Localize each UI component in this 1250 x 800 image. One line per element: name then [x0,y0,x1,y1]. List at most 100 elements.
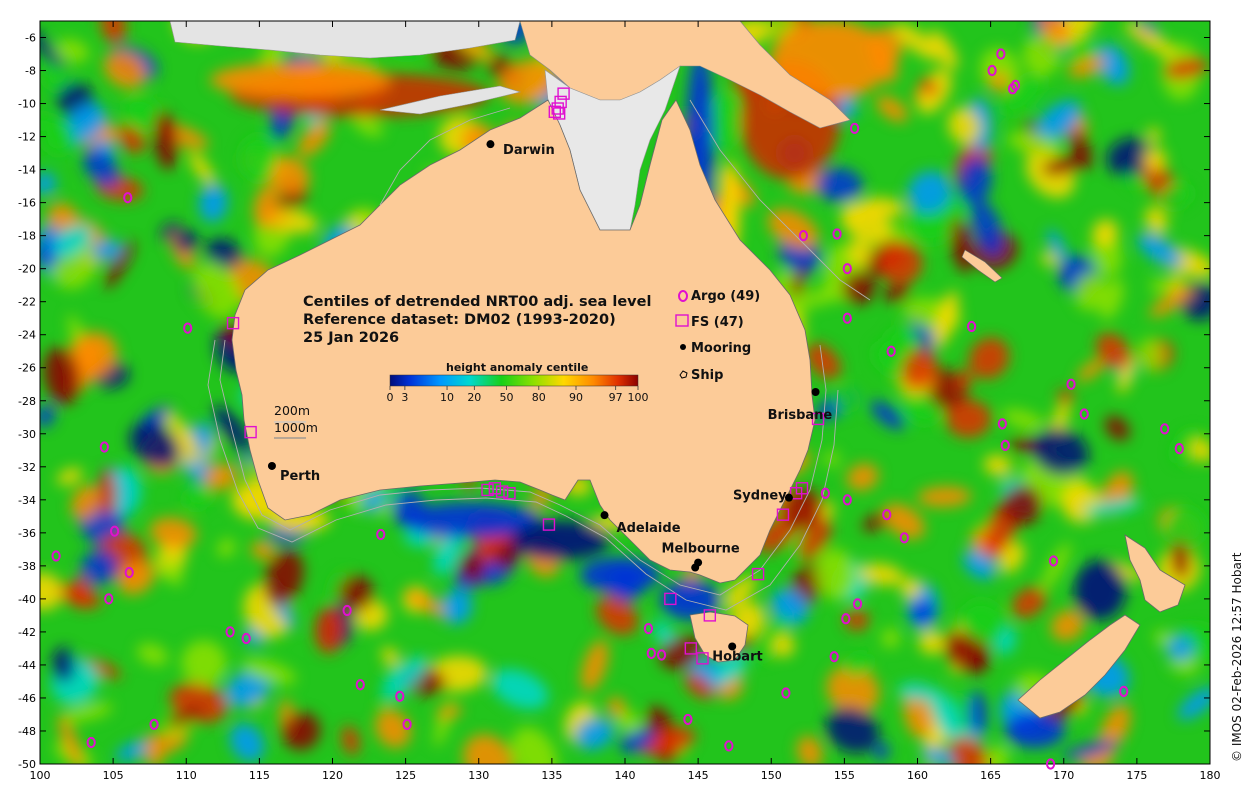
x-tick-label: 105 [103,769,124,782]
y-tick-label: -40 [18,593,36,606]
argo-marker [1048,555,1059,567]
x-tick-label: 130 [468,769,489,782]
y-tick-label: -14 [18,164,36,177]
y-tick-label: -32 [18,461,36,474]
colorbar-tick-label: 50 [500,391,514,404]
fs-marker [795,482,809,495]
mooring-legend-icon [680,344,686,350]
argo-marker [1119,685,1129,697]
mooring-markers [267,140,820,651]
x-tick-label: 110 [176,769,197,782]
y-tick-label: -16 [18,197,36,210]
city-label-darwin: Darwin [503,143,555,158]
axis-ticks: 100 105 110 115 120 125 130 135 140 145 150 155 160 1… [18,21,1221,782]
y-tick-label: -28 [18,395,36,408]
australia-land [231,99,816,584]
y-tick-label: -8 [25,65,36,78]
x-tick-label: 160 [907,769,928,782]
argo-marker [1160,423,1170,435]
fs-marker [684,642,698,655]
fs-marker [503,487,516,500]
marker-legend: Argo (49) FS (47) Mooring Ship [675,289,760,383]
mooring-marker [691,563,700,572]
city-label-adelaide: Adelaide [617,521,681,536]
mooring-marker [728,642,737,651]
title-line-2: Reference dataset: DM02 (1993-2020) [303,312,616,328]
land-masses [169,21,1186,719]
y-tick-label: -6 [25,32,36,45]
mooring-marker [486,140,495,149]
argo-marker [241,632,251,645]
colorbar-tick-label: 100 [628,391,649,404]
y-tick-label: -18 [18,230,36,243]
title-line-1: Centiles of detrended NRT00 adj. sea lev… [303,294,651,310]
y-tick-label: -38 [18,560,36,573]
argo-marker [987,64,997,77]
argo-marker [1066,378,1076,390]
fs-marker [481,483,494,497]
y-tick-label: -44 [18,659,36,672]
argo-marker [820,487,830,499]
mooring-marker [811,388,820,397]
y-tick-label: -46 [18,692,36,705]
argo-marker [832,228,842,240]
x-tick-label: 170 [1053,769,1074,782]
colorbar-tick-label: 80 [532,391,546,404]
new-caledonia-land [961,249,1003,283]
contour-legend: 200m 1000m [274,403,318,439]
imos-credit: © IMOS 02-Feb-2026 12:57 Hobart [1230,552,1244,762]
argo-marker [850,122,860,134]
argo-marker [996,48,1006,60]
argo-marker [899,532,909,544]
argo-marker [829,651,839,663]
argo-marker [402,718,412,730]
x-tick-label: 135 [541,769,562,782]
argo-marker [1079,408,1089,420]
x-tick-label: 180 [1200,769,1221,782]
argo-legend-icon [678,290,688,302]
x-tick-label: 175 [1126,769,1147,782]
argo-marker [342,604,352,617]
contour-label-1000m: 1000m [274,420,318,435]
x-tick-label: 165 [980,769,1001,782]
fs-marker [226,316,240,330]
argo-marker [123,192,133,204]
argo-marker [646,647,656,659]
fs-marker [542,518,556,531]
argo-marker [656,649,667,661]
y-tick-label: -34 [18,494,36,507]
argo-marker [1045,758,1056,770]
timor-land [379,85,522,115]
x-tick-label: 115 [249,769,270,782]
y-tick-label: -48 [18,725,36,738]
fs-marker [495,485,509,498]
argo-marker [355,679,365,691]
colorbar-ramp [389,374,639,387]
argo-marker [1007,83,1018,95]
argo-marker [183,322,193,334]
fs-marker [703,609,717,622]
fs-marker [244,425,257,439]
y-tick-label: -36 [18,527,36,540]
city-label-sydney: Sydney [733,489,787,504]
legend-ship: Ship [691,368,723,383]
argo-marker [109,525,120,537]
argo-marker [1000,439,1010,451]
argo-marker [683,713,693,726]
colorbar: height anomaly centile 0 3 10 20 50 80 90 97 100 [387,361,649,404]
fs-marker [696,652,709,665]
fs-marker [751,567,765,581]
mooring-marker [600,511,609,520]
city-label-perth: Perth [280,469,320,484]
y-tick-label: -26 [18,362,36,375]
y-tick-label: -30 [18,428,36,441]
argo-marker [841,613,851,625]
fs-markers [226,87,825,665]
argo-marker [86,736,96,749]
city-label-brisbane: Brisbane [768,408,833,423]
colorbar-tick-label: 3 [401,391,408,404]
colorbar-tick-label: 97 [609,391,623,404]
y-tick-label: -20 [18,263,36,276]
argo-marker [882,509,892,521]
new-zealand-south-island [1017,614,1141,719]
